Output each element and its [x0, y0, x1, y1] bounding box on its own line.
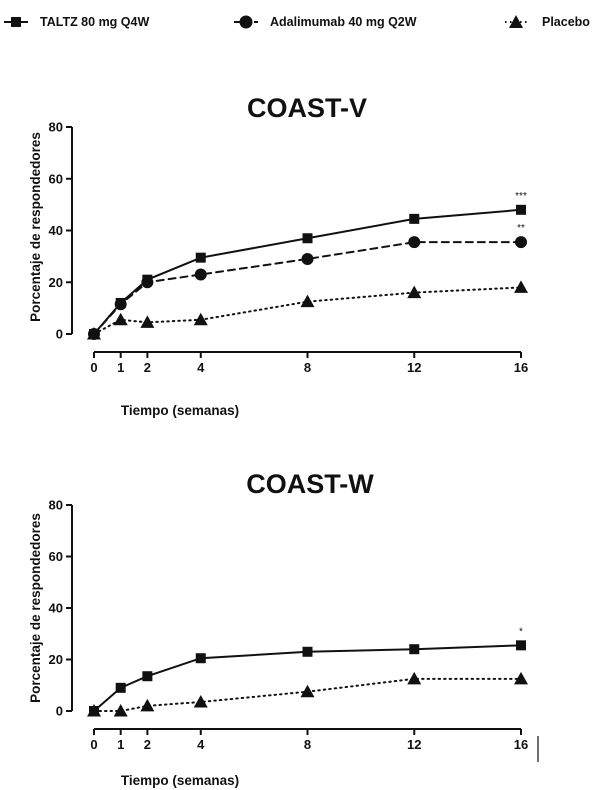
x-tick-label: 8: [304, 360, 311, 375]
significance-label: *: [519, 626, 523, 637]
legend-marker-triangle: [509, 15, 523, 28]
y-tick-label: 40: [49, 223, 63, 238]
data-point-placebo: [193, 694, 208, 708]
y-axis-label: Porcentaje de respondedores: [28, 132, 43, 322]
x-tick-label: 4: [197, 737, 205, 752]
significance-label: **: [517, 223, 525, 234]
data-point-taltz: [195, 653, 206, 664]
data-point-adalimumab: [515, 236, 527, 249]
data-point-taltz: [115, 682, 126, 693]
legend-item-placebo: Placebo: [505, 15, 590, 29]
x-tick-label: 16: [514, 360, 528, 375]
x-tick-label: 8: [304, 737, 311, 752]
chart-title: COAST-V: [247, 93, 367, 123]
data-point-taltz: [409, 644, 420, 655]
data-point-placebo: [113, 312, 128, 326]
y-tick-label: 0: [56, 327, 63, 342]
data-point-placebo: [514, 671, 528, 685]
y-tick-label: 80: [49, 498, 63, 513]
data-point-adalimumab: [301, 252, 314, 265]
y-tick-label: 20: [49, 652, 63, 667]
data-point-adalimumab: [194, 268, 207, 281]
chart-coast-v: COAST-V Porcentaje de respondedores Tiem…: [28, 93, 528, 418]
y-tick-label: 40: [49, 601, 63, 616]
significance-label: ***: [515, 191, 527, 202]
data-point-placebo: [140, 315, 155, 328]
x-tick-label: 12: [407, 360, 421, 375]
legend-label-placebo: Placebo: [542, 15, 590, 29]
data-point-taltz: [516, 640, 526, 651]
legend-label-adalimumab: Adalimumab 40 mg Q2W: [270, 15, 417, 29]
data-point-taltz: [195, 252, 206, 263]
data-point-placebo: [87, 704, 101, 717]
y-tick-label: 20: [49, 275, 63, 290]
x-axis-label: Tiempo (semanas): [121, 773, 239, 788]
data-point-taltz: [142, 671, 153, 682]
y-tick-label: 60: [49, 549, 63, 564]
data-point-placebo: [193, 312, 208, 326]
x-tick-label: 12: [407, 737, 421, 752]
legend: TALTZ 80 mg Q4W Adalimumab 40 mg Q2W Pla…: [4, 15, 590, 29]
y-tick-label: 0: [56, 704, 63, 719]
legend-item-taltz: TALTZ 80 mg Q4W: [4, 15, 149, 29]
x-axis-label: Tiempo (semanas): [121, 403, 239, 418]
x-tick-label: 2: [144, 360, 151, 375]
y-axis-label: Porcentaje de respondedores: [28, 513, 43, 703]
data-point-adalimumab: [141, 276, 154, 289]
x-tick-label: 0: [90, 360, 97, 375]
data-point-taltz: [409, 213, 420, 224]
data-point-adalimumab: [408, 236, 421, 249]
series-line-placebo: [93, 286, 522, 335]
y-tick-label: 60: [49, 171, 63, 186]
legend-marker-circle: [239, 15, 253, 29]
data-point-placebo: [300, 684, 315, 698]
data-point-placebo: [113, 704, 128, 717]
x-tick-label: 4: [197, 360, 205, 375]
legend-label-taltz: TALTZ 80 mg Q4W: [40, 15, 149, 29]
x-tick-label: 2: [144, 737, 151, 752]
data-point-taltz: [302, 646, 313, 657]
data-point-placebo: [407, 671, 422, 685]
data-point-placebo: [514, 280, 528, 293]
data-point-placebo: [87, 327, 101, 340]
data-point-adalimumab: [114, 298, 127, 311]
data-point-taltz: [302, 233, 313, 244]
x-tick-label: 1: [117, 737, 124, 752]
x-tick-label: 16: [514, 737, 528, 752]
y-tick-label: 80: [49, 120, 63, 135]
chart-coast-w: COAST-W Porcentaje de respondedores Tiem…: [28, 469, 528, 788]
legend-item-adalimumab: Adalimumab 40 mg Q2W: [234, 15, 417, 29]
data-point-placebo: [300, 294, 315, 308]
data-point-taltz: [516, 204, 526, 215]
chart-title: COAST-W: [246, 469, 374, 499]
data-point-placebo: [140, 698, 155, 712]
x-tick-label: 0: [90, 737, 97, 752]
x-tick-label: 1: [117, 360, 124, 375]
legend-marker-square: [11, 17, 21, 27]
data-point-placebo: [407, 285, 422, 299]
series-line-taltz: [93, 208, 522, 335]
